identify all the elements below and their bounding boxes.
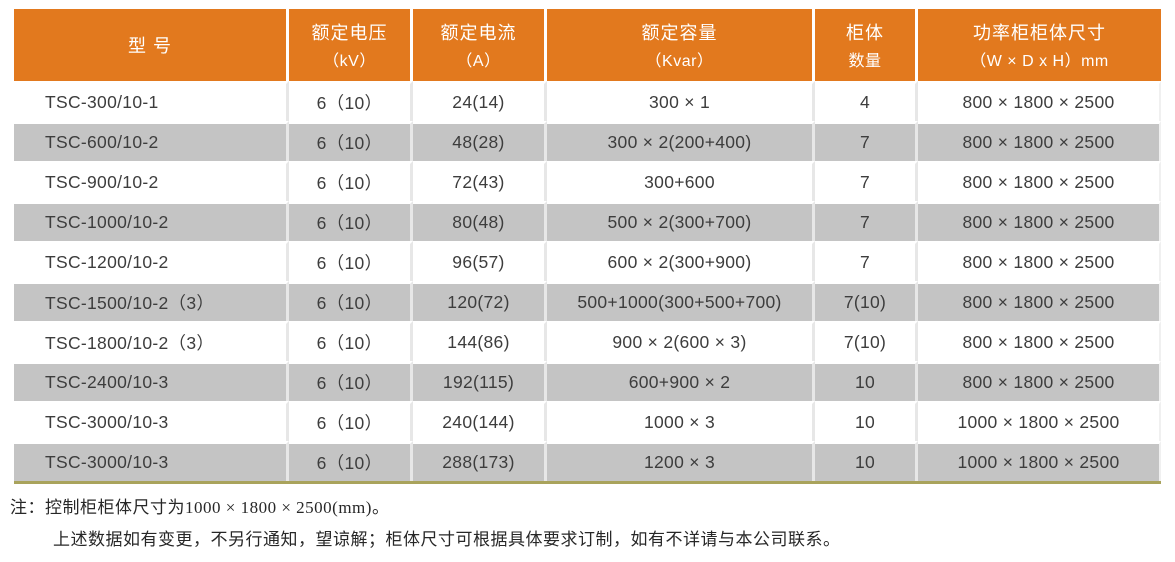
header-label: 额定电压 [311, 23, 388, 43]
cell-model: TSC-1500/10-2（3） [14, 281, 289, 321]
cell-rated-capacity: 1000 × 3 [547, 401, 815, 441]
table-row: TSC-1800/10-2（3） 6（10） 144(86) 900 × 2(6… [14, 321, 1161, 361]
cell-rated-current: 96(57) [413, 241, 547, 281]
cell-cabinet-size: 800 × 1800 × 2500 [918, 361, 1161, 401]
header-label: 柜体 [846, 23, 884, 43]
spec-table-container: 型 号 额定电压 （kV） 额定电流 （A） 额定容量 （Kvar） [14, 9, 1161, 484]
cell-model: TSC-1800/10-2（3） [14, 321, 289, 361]
table-row: TSC-2400/10-3 6（10） 192(115) 600+900 × 2… [14, 361, 1161, 401]
header-label: 型 号 [127, 36, 172, 56]
cell-cabinet-count: 7 [815, 201, 918, 241]
cell-rated-voltage: 6（10） [289, 281, 413, 321]
footnotes: 注： 控制柜柜体尺寸为1000 × 1800 × 2500(mm)。 上述数据如… [10, 492, 841, 556]
header-cell-cabinet-size: 功率柜柜体尺寸 （W × D x H）mm [918, 9, 1161, 81]
cell-model: TSC-3000/10-3 [14, 441, 289, 481]
header-label: 额定电流 [440, 23, 517, 43]
cell-rated-current: 288(173) [413, 441, 547, 481]
table-row: TSC-300/10-1 6（10） 24(14) 300 × 1 4 800 … [14, 81, 1161, 121]
cell-rated-current: 192(115) [413, 361, 547, 401]
cell-rated-capacity: 600 × 2(300+900) [547, 241, 815, 281]
cell-cabinet-size: 1000 × 1800 × 2500 [918, 401, 1161, 441]
note-label: 注： [10, 498, 45, 517]
header-label: 功率柜柜体尺寸 [973, 23, 1106, 43]
cell-rated-capacity: 300 × 2(200+400) [547, 121, 815, 161]
cell-cabinet-count: 7(10) [815, 321, 918, 361]
cell-rated-current: 48(28) [413, 121, 547, 161]
cell-model: TSC-3000/10-3 [14, 401, 289, 441]
cell-cabinet-count: 7 [815, 241, 918, 281]
table-row: TSC-3000/10-3 6（10） 288(173) 1200 × 3 10… [14, 441, 1161, 481]
cell-rated-voltage: 6（10） [289, 81, 413, 121]
cell-rated-capacity: 600+900 × 2 [547, 361, 815, 401]
cell-model: TSC-2400/10-3 [14, 361, 289, 401]
cell-rated-current: 24(14) [413, 81, 547, 121]
table-row: TSC-600/10-2 6（10） 48(28) 300 × 2(200+40… [14, 121, 1161, 161]
table-row: TSC-3000/10-3 6（10） 240(144) 1000 × 3 10… [14, 401, 1161, 441]
table-row: TSC-1500/10-2（3） 6（10） 120(72) 500+1000(… [14, 281, 1161, 321]
header-cell-rated-capacity: 额定容量 （Kvar） [547, 9, 815, 81]
cell-model: TSC-300/10-1 [14, 81, 289, 121]
header-cell-rated-current: 额定电流 （A） [413, 9, 547, 81]
header-sublabel: 数量 [848, 53, 882, 70]
note-line-2: 上述数据如有变更，不另行通知，望谅解；柜体尺寸可根据具体要求订制，如有不详请与本… [53, 530, 841, 549]
cell-cabinet-size: 800 × 1800 × 2500 [918, 201, 1161, 241]
cell-rated-capacity: 300 × 1 [547, 81, 815, 121]
header-sublabel: （A） [456, 53, 501, 70]
cell-rated-capacity: 900 × 2(600 × 3) [547, 321, 815, 361]
cell-cabinet-size: 800 × 1800 × 2500 [918, 161, 1161, 201]
cell-rated-capacity: 500 × 2(300+700) [547, 201, 815, 241]
cell-cabinet-size: 1000 × 1800 × 2500 [918, 441, 1161, 481]
note-body: 控制柜柜体尺寸为1000 × 1800 × 2500(mm)。 上述数据如有变更… [45, 492, 841, 556]
table-header-row: 型 号 额定电压 （kV） 额定电流 （A） 额定容量 （Kvar） [14, 9, 1161, 81]
cell-rated-current: 120(72) [413, 281, 547, 321]
cell-cabinet-count: 7(10) [815, 281, 918, 321]
cell-cabinet-count: 10 [815, 361, 918, 401]
header-sublabel: （Kvar） [645, 53, 714, 70]
cell-cabinet-count: 4 [815, 81, 918, 121]
cell-rated-capacity: 1200 × 3 [547, 441, 815, 481]
cell-rated-voltage: 6（10） [289, 441, 413, 481]
header-sublabel: （W × D x H）mm [970, 53, 1109, 70]
cell-model: TSC-1200/10-2 [14, 241, 289, 281]
cell-rated-capacity: 300+600 [547, 161, 815, 201]
spec-table: 型 号 额定电压 （kV） 额定电流 （A） 额定容量 （Kvar） [14, 9, 1161, 481]
cell-rated-voltage: 6（10） [289, 361, 413, 401]
cell-cabinet-size: 800 × 1800 × 2500 [918, 241, 1161, 281]
cell-rated-voltage: 6（10） [289, 321, 413, 361]
cell-rated-current: 144(86) [413, 321, 547, 361]
header-cell-rated-voltage: 额定电压 （kV） [289, 9, 413, 81]
cell-cabinet-count: 10 [815, 401, 918, 441]
header-cell-cabinet-count: 柜体 数量 [815, 9, 918, 81]
note-line-1: 控制柜柜体尺寸为1000 × 1800 × 2500(mm)。 [45, 498, 390, 517]
cell-model: TSC-900/10-2 [14, 161, 289, 201]
cell-model: TSC-600/10-2 [14, 121, 289, 161]
table-row: TSC-1000/10-2 6（10） 80(48) 500 × 2(300+7… [14, 201, 1161, 241]
cell-rated-current: 240(144) [413, 401, 547, 441]
cell-cabinet-count: 7 [815, 161, 918, 201]
table-row: TSC-900/10-2 6（10） 72(43) 300+600 7 800 … [14, 161, 1161, 201]
cell-rated-voltage: 6（10） [289, 161, 413, 201]
table-row: TSC-1200/10-2 6（10） 96(57) 600 × 2(300+9… [14, 241, 1161, 281]
cell-rated-current: 80(48) [413, 201, 547, 241]
header-cell-model: 型 号 [14, 9, 289, 81]
cell-rated-capacity: 500+1000(300+500+700) [547, 281, 815, 321]
cell-rated-voltage: 6（10） [289, 401, 413, 441]
header-label: 额定容量 [641, 23, 718, 43]
cell-rated-voltage: 6（10） [289, 201, 413, 241]
cell-rated-voltage: 6（10） [289, 121, 413, 161]
cell-cabinet-count: 10 [815, 441, 918, 481]
cell-rated-voltage: 6（10） [289, 241, 413, 281]
cell-cabinet-size: 800 × 1800 × 2500 [918, 81, 1161, 121]
cell-cabinet-count: 7 [815, 121, 918, 161]
cell-model: TSC-1000/10-2 [14, 201, 289, 241]
cell-rated-current: 72(43) [413, 161, 547, 201]
header-sublabel: （kV） [323, 53, 376, 70]
cell-cabinet-size: 800 × 1800 × 2500 [918, 121, 1161, 161]
cell-cabinet-size: 800 × 1800 × 2500 [918, 281, 1161, 321]
cell-cabinet-size: 800 × 1800 × 2500 [918, 321, 1161, 361]
